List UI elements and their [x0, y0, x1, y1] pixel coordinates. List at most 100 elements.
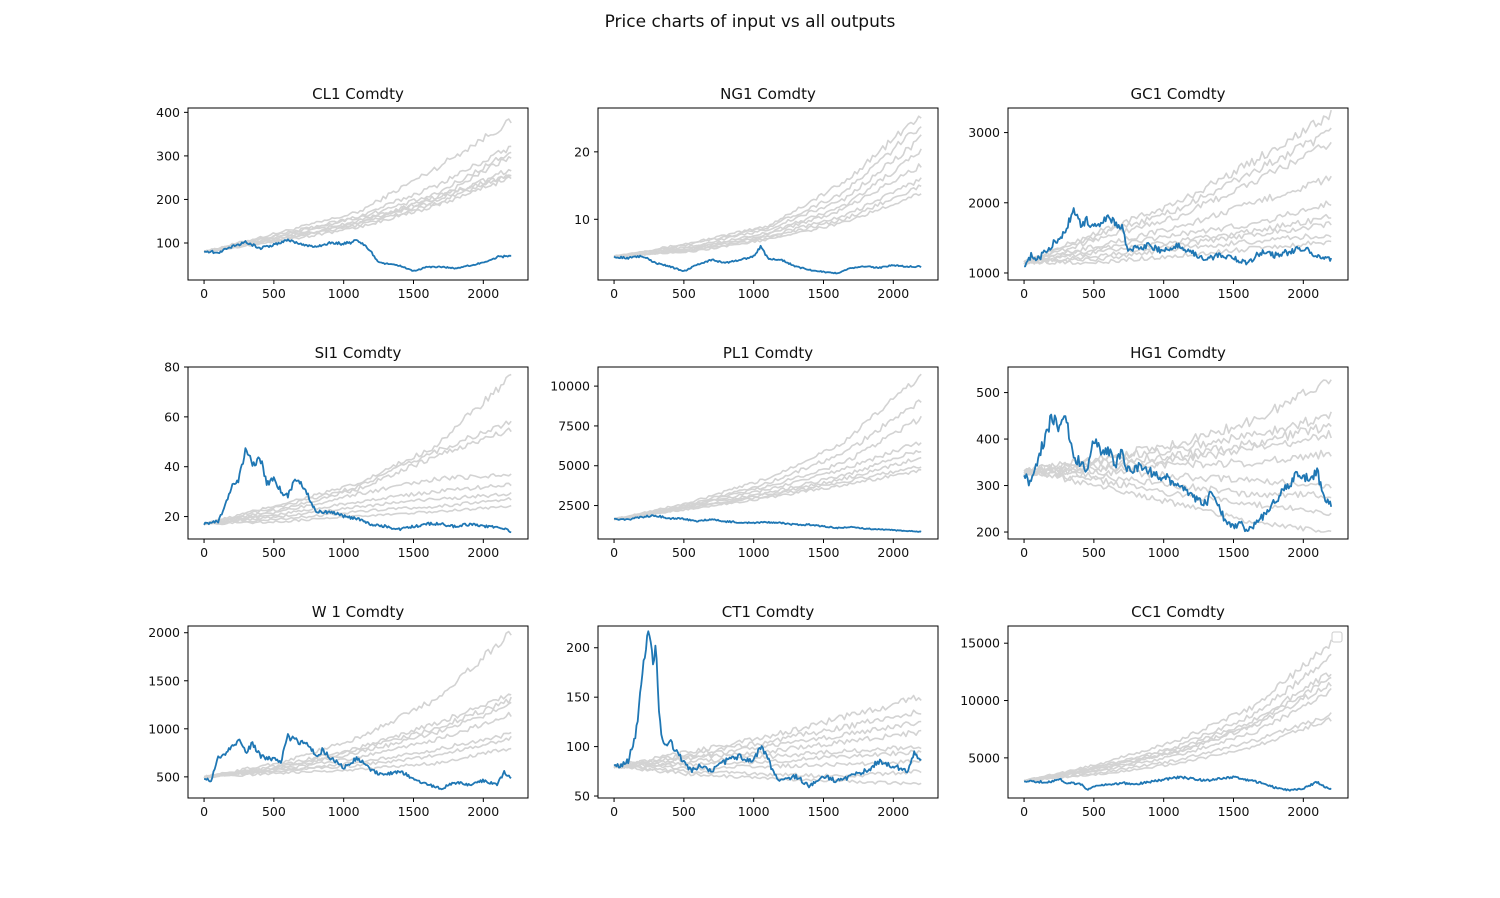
x-tick-label: 0 [200, 286, 208, 301]
output-series-line [203, 711, 512, 778]
y-tick-label: 200 [976, 525, 1000, 540]
y-tick-label: 10 [574, 212, 590, 227]
x-tick-label: 500 [262, 804, 286, 819]
x-tick-label: 0 [610, 286, 618, 301]
output-series-line [614, 764, 922, 779]
output-series-line [613, 148, 922, 257]
x-tick-label: 1000 [738, 545, 770, 560]
output-series-line [613, 115, 922, 258]
x-tick-label: 0 [200, 545, 208, 560]
plot-frame [187, 107, 529, 281]
y-tick-label: 10000 [960, 693, 1000, 708]
output-series-line [1023, 469, 1332, 533]
subplot-ng1-comdty: 0 500 1000 1500 2000 10 20 NG1 Comdty [574, 85, 939, 301]
x-tick-label: 2000 [1287, 804, 1319, 819]
x-tick-label: 1000 [1148, 286, 1180, 301]
y-tick-label: 500 [156, 769, 180, 784]
y-tick-label: 1000 [148, 721, 180, 736]
x-tick-label: 0 [200, 804, 208, 819]
plot-frame [187, 366, 529, 540]
subplot-hg1-comdty: 0 500 1000 1500 2000 200 300 400 500 HG1 Comdty [976, 344, 1349, 560]
plot-frame [1007, 366, 1349, 540]
x-tick-label: 1000 [738, 804, 770, 819]
output-series-line [1023, 467, 1332, 517]
x-tick-label: 1500 [398, 804, 430, 819]
output-series-line [614, 749, 922, 768]
x-tick-label: 1500 [398, 545, 430, 560]
figure-title: Price charts of input vs all outputs [604, 12, 896, 32]
output-series-line [613, 729, 922, 769]
plot-frame [187, 625, 529, 799]
y-tick-label: 2500 [558, 498, 590, 513]
input-series-line [1024, 207, 1333, 268]
x-tick-label: 1500 [398, 286, 430, 301]
plot-frame [597, 107, 939, 281]
output-series-line [614, 456, 922, 521]
output-series-line [1023, 127, 1332, 265]
y-tick-label: 150 [566, 690, 590, 705]
x-tick-label: 500 [1082, 286, 1106, 301]
output-series-line [613, 134, 922, 258]
output-series-line [203, 504, 512, 526]
output-series-line [1024, 687, 1332, 782]
x-tick-label: 500 [672, 545, 696, 560]
output-series-line [614, 468, 922, 520]
x-tick-label: 2000 [1287, 286, 1319, 301]
subplot-si1-comdty: 0 500 1000 1500 2000 20 40 60 80 SI1 Comdty [164, 344, 529, 560]
subplot-pl1-comdty: 0 500 1000 1500 2000 2500 5000 7500 10000 PL1 Com… [550, 344, 939, 560]
input-series-line [203, 238, 512, 272]
legend-box [1331, 631, 1343, 643]
output-series-line [203, 118, 512, 254]
subplot-title: CC1 Comdty [1131, 603, 1225, 621]
x-tick-label: 0 [1020, 286, 1028, 301]
output-series-line [1023, 449, 1332, 476]
y-tick-label: 100 [566, 739, 590, 754]
x-tick-label: 1000 [738, 286, 770, 301]
output-series-line [1023, 682, 1332, 782]
y-tick-label: 7500 [558, 418, 590, 433]
output-series-line [613, 399, 922, 520]
plot-frame [1007, 625, 1349, 799]
y-tick-label: 20 [164, 509, 180, 524]
output-series-line [204, 491, 512, 525]
y-tick-label: 300 [156, 148, 180, 163]
y-tick-label: 100 [156, 235, 180, 250]
output-series-line [613, 694, 922, 769]
output-series-line [613, 184, 922, 258]
x-tick-label: 0 [1020, 545, 1028, 560]
subplot-title: SI1 Comdty [315, 344, 402, 362]
y-tick-label: 400 [976, 432, 1000, 447]
input-series-line [613, 244, 922, 275]
output-series-line [203, 427, 512, 526]
x-tick-label: 1000 [328, 286, 360, 301]
output-series-line [613, 720, 922, 769]
x-tick-label: 1500 [808, 804, 840, 819]
output-series-line [203, 176, 512, 253]
plot-frame [1007, 107, 1349, 281]
subplot-title: CT1 Comdty [722, 603, 815, 621]
y-tick-label: 5000 [968, 750, 1000, 765]
y-tick-label: 1000 [968, 265, 1000, 280]
input-series-line [613, 514, 922, 533]
y-tick-label: 2000 [148, 625, 180, 640]
x-tick-label: 0 [610, 545, 618, 560]
output-series-line [1024, 672, 1332, 782]
output-series-line [613, 759, 922, 771]
output-series-line [1023, 175, 1332, 265]
x-tick-label: 1500 [1218, 286, 1250, 301]
x-tick-label: 1500 [808, 286, 840, 301]
subplot-title: CL1 Comdty [312, 85, 404, 103]
output-series-line [203, 630, 512, 779]
y-tick-label: 20 [574, 144, 590, 159]
subplot-cc1-comdty: 0 500 1000 1500 2000 5000 10000 15000 CC1 Comdty [960, 603, 1349, 819]
x-tick-label: 0 [1020, 804, 1028, 819]
y-tick-label: 5000 [558, 458, 590, 473]
output-series-line [1023, 200, 1332, 263]
x-tick-label: 500 [672, 286, 696, 301]
y-tick-label: 3000 [968, 125, 1000, 140]
x-tick-label: 2000 [877, 286, 909, 301]
subplot-ct1-comdty: 0 500 1000 1500 2000 50 100 150 200 CT1 Comdty [566, 603, 939, 819]
output-series-line [203, 747, 512, 779]
subplot-title: W 1 Comdty [312, 603, 405, 621]
